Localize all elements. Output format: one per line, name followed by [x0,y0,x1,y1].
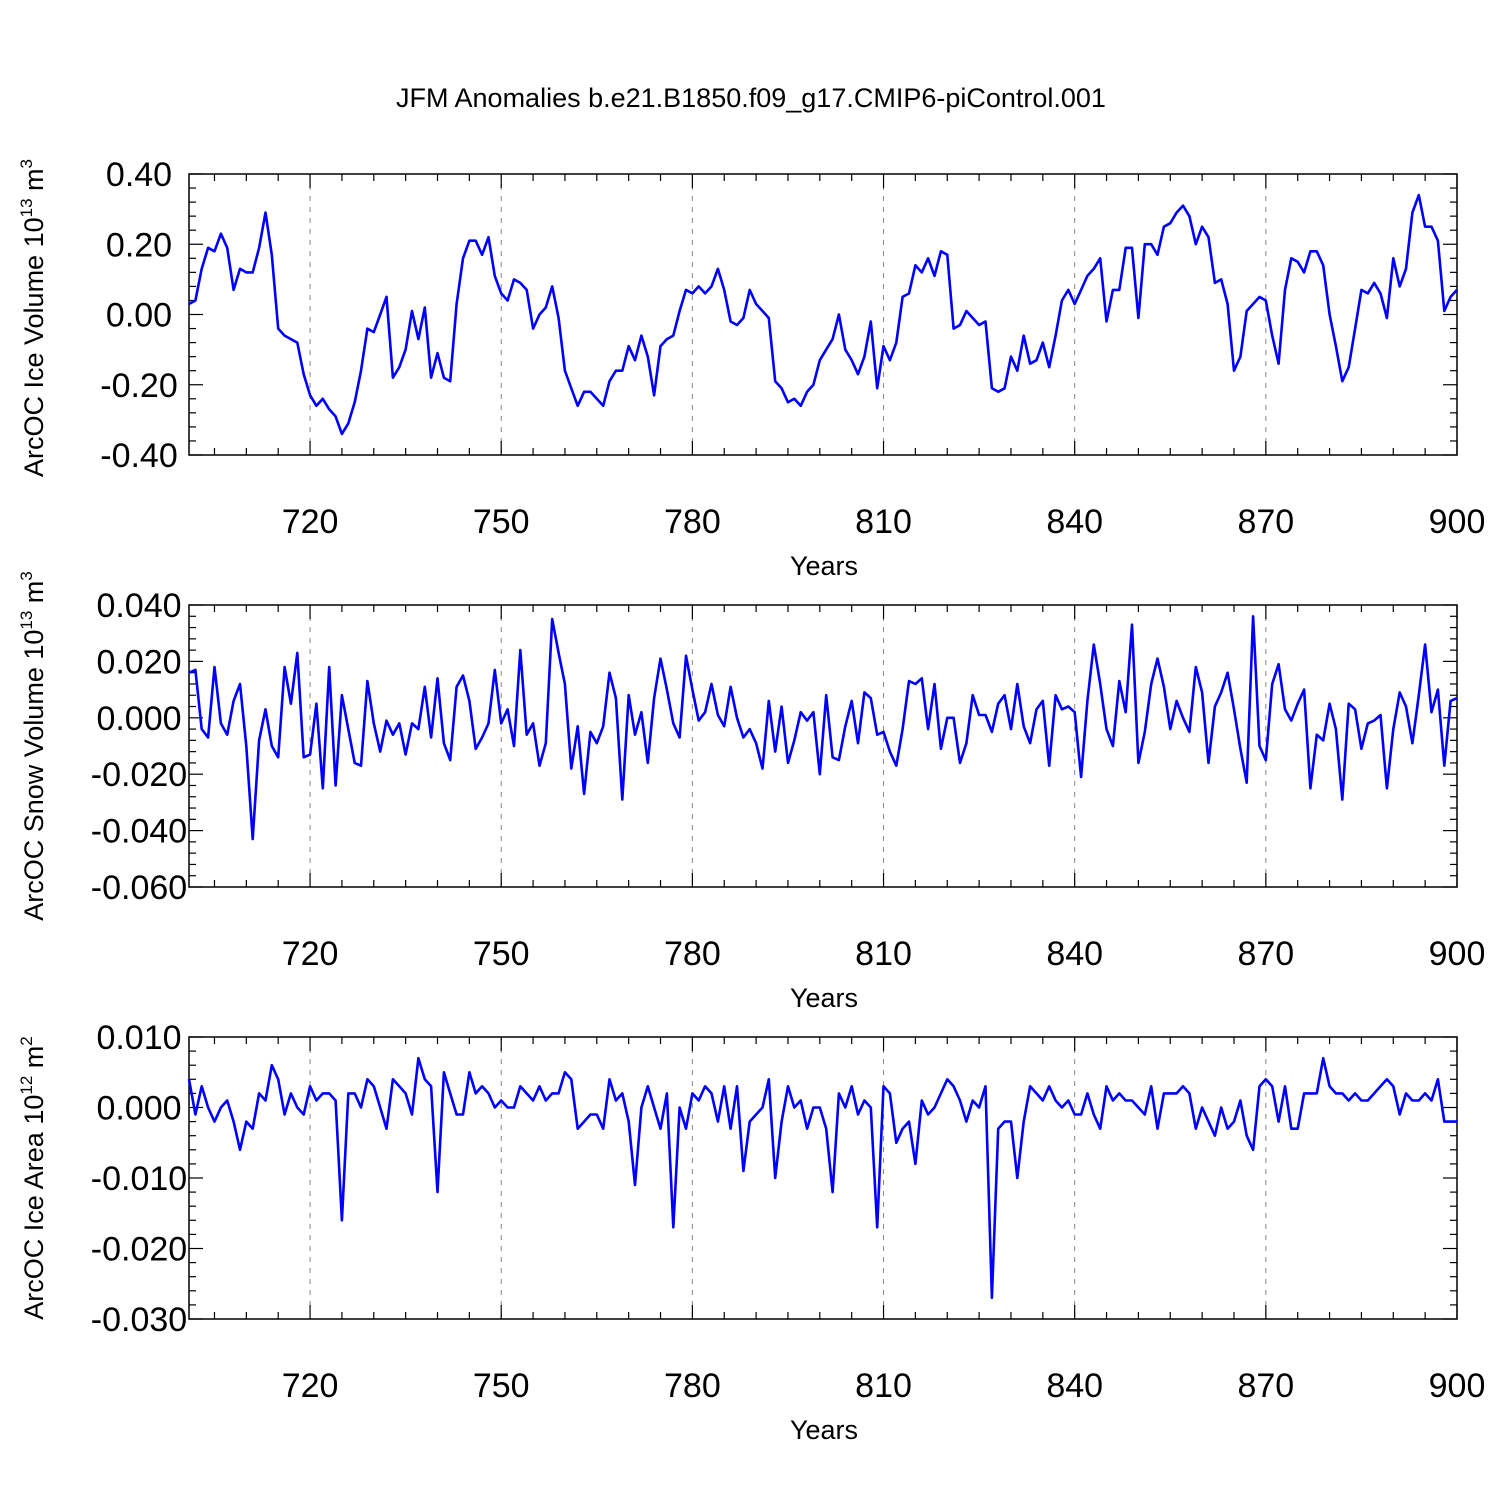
y-tick-label: -0.020 [91,1231,187,1269]
series-line [188,614,1458,841]
y-tick-label: 0.020 [96,643,181,681]
x-tick-label: 870 [1237,935,1294,973]
x-tick-label: 870 [1237,503,1294,541]
y-tick-label: 0.010 [96,1019,181,1057]
x-tick-label: 810 [855,935,912,973]
y-axis-label: ArcOC Ice Volume 1013 m3 [17,159,49,477]
y-tick-label: 0.40 [106,156,172,194]
x-tick-label: 840 [1046,503,1103,541]
panel-ice-volume: 720 750 780 810 840 870 900 -0.40 -0.20 0.00 0.20 0… [17,156,1485,581]
x-tick-label: 780 [664,1367,721,1405]
y-tick-label: 0.000 [96,1090,181,1128]
x-tick-label: 750 [473,1367,530,1405]
chart-title: JFM Anomalies b.e21.B1850.f09_g17.CMIP6-… [396,83,1106,113]
x-tick-label: 750 [473,503,530,541]
x-tick-label: 870 [1237,1367,1294,1405]
y-tick-label: 0.00 [106,297,172,335]
series-line [187,1056,1457,1300]
x-tick-label: 810 [855,503,912,541]
y-tick-label: -0.010 [91,1160,187,1198]
x-tick-label: 720 [282,1367,339,1405]
x-tick-label: 840 [1046,1367,1103,1405]
y-tick-label: 0.040 [96,587,181,625]
y-tick-label: -0.030 [91,1301,187,1339]
x-tick-label: 900 [1429,935,1486,973]
y-tick-label: -0.040 [91,813,187,851]
y-tick-label: -0.40 [100,437,178,475]
x-tick-label: 720 [282,935,339,973]
y-tick-label: -0.060 [91,869,187,907]
panel-ice-area: 720 750 780 810 840 870 900 -0.030 -0.020 -0.010 0… [17,1019,1485,1445]
x-tick-label: 780 [664,503,721,541]
y-tick-label: 0.20 [106,226,172,264]
y-axis-label: ArcOC Snow Volume 1013 m3 [17,571,49,921]
series-line [188,193,1458,436]
x-axis-label: Years [790,1415,858,1445]
x-tick-label: 810 [855,1367,912,1405]
x-tick-label: 900 [1429,1367,1486,1405]
x-axis-label: Years [790,551,858,581]
y-axis-label: ArcOC Ice Area 1012 m2 [17,1036,49,1320]
x-tick-label: 750 [473,935,530,973]
x-tick-label: 780 [664,935,721,973]
panel-snow-volume: 720 750 780 810 840 870 900 -0.060 -0.040 -0.020 0… [17,571,1485,1013]
plot-frame [188,604,1458,888]
x-tick-label: 840 [1046,935,1103,973]
x-tick-label: 900 [1429,503,1486,541]
y-tick-label: -0.020 [91,756,187,794]
y-tick-label: -0.20 [100,367,178,405]
x-axis-label: Years [790,983,858,1013]
x-tick-label: 720 [282,503,339,541]
y-tick-label: 0.000 [96,700,181,738]
